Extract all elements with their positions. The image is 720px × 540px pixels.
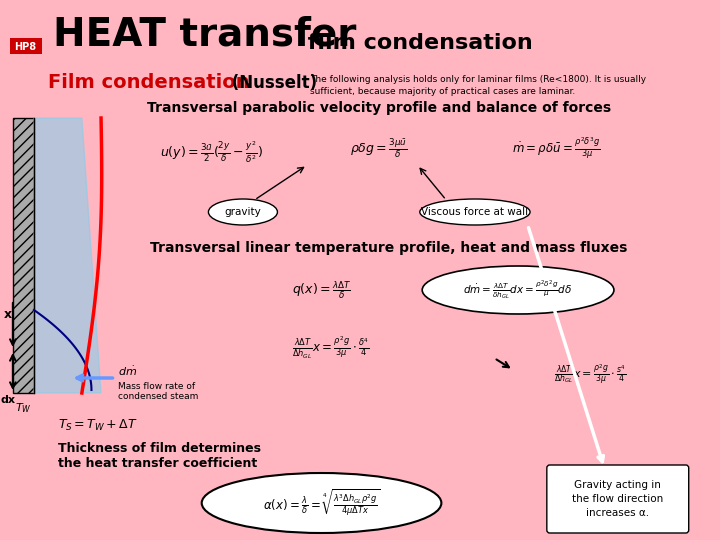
Text: Thickness of film determines
the heat transfer coefficient: Thickness of film determines the heat tr… [58,442,261,470]
FancyBboxPatch shape [13,118,34,393]
Text: Transversal linear temperature profile, heat and mass fluxes: Transversal linear temperature profile, … [150,241,627,255]
Text: $d\dot{m}=\frac{\lambda\Delta T}{\delta h_{GL}}dx=\frac{\rho^2\delta^2 g}{\mu}d\: $d\dot{m}=\frac{\lambda\Delta T}{\delta … [464,279,573,301]
Text: $d\dot{m}$: $d\dot{m}$ [118,364,138,377]
Polygon shape [34,118,101,393]
Text: $\alpha(x) = \frac{\lambda}{\delta}=\sqrt[4]{\frac{\lambda^3 \Delta h_{GL} \rho^: $\alpha(x) = \frac{\lambda}{\delta}=\sqr… [263,488,380,518]
Text: $\dot{m}=\rho\delta\bar{u}=\frac{\rho^2\delta^3 g}{3\mu}$: $\dot{m}=\rho\delta\bar{u}=\frac{\rho^2\… [512,135,600,161]
Text: $T_S=T_W+\Delta T$: $T_S=T_W+\Delta T$ [58,417,138,433]
Text: $\frac{\lambda\Delta T}{\Delta h_{GL}} x = \frac{\rho^2 g}{3\mu}\cdot\frac{s^4}{: $\frac{\lambda\Delta T}{\Delta h_{GL}} x… [554,363,626,387]
Text: gravity: gravity [225,207,261,217]
Text: HEAT transfer: HEAT transfer [53,15,356,53]
Text: Viscous force at wall: Viscous force at wall [421,207,528,217]
Ellipse shape [202,473,441,533]
Text: $u(y)=\frac{3\bar{u}}{2}(\frac{2y}{\delta}-\frac{y^2}{\delta^2})$: $u(y)=\frac{3\bar{u}}{2}(\frac{2y}{\delt… [160,139,263,165]
Text: (Nusselt): (Nusselt) [225,74,317,92]
Text: $\rho\delta g = \frac{3\mu\bar{u}}{\delta}$: $\rho\delta g = \frac{3\mu\bar{u}}{\delt… [351,136,408,160]
Text: film condensation: film condensation [300,33,534,53]
Ellipse shape [422,266,614,314]
Ellipse shape [208,199,277,225]
FancyBboxPatch shape [546,465,689,533]
Text: $q(x)=\frac{\lambda\Delta T}{\delta}$: $q(x)=\frac{\lambda\Delta T}{\delta}$ [292,279,351,301]
FancyBboxPatch shape [5,0,696,55]
Text: Film condensation: Film condensation [48,73,250,92]
Text: Transversal parabolic velocity profile and balance of forces: Transversal parabolic velocity profile a… [147,101,611,115]
Text: Gravity acting in
the flow direction
increases α.: Gravity acting in the flow direction inc… [572,480,663,518]
Text: x: x [4,308,12,321]
Ellipse shape [420,199,530,225]
Text: HP8: HP8 [14,42,37,52]
Text: The following analysis holds only for laminar films (Re<1800). It is usually
suf: The following analysis holds only for la… [310,75,646,97]
Text: dx: dx [1,395,16,405]
FancyBboxPatch shape [10,38,42,54]
Text: $T_W$: $T_W$ [15,401,32,415]
Text: $\frac{\lambda\Delta T}{\Delta h_{GL}} x = \frac{\rho^2 g}{3\mu}\cdot\frac{\delt: $\frac{\lambda\Delta T}{\Delta h_{GL}} x… [292,335,370,361]
Text: Mass flow rate of
condensed steam: Mass flow rate of condensed steam [118,382,199,401]
